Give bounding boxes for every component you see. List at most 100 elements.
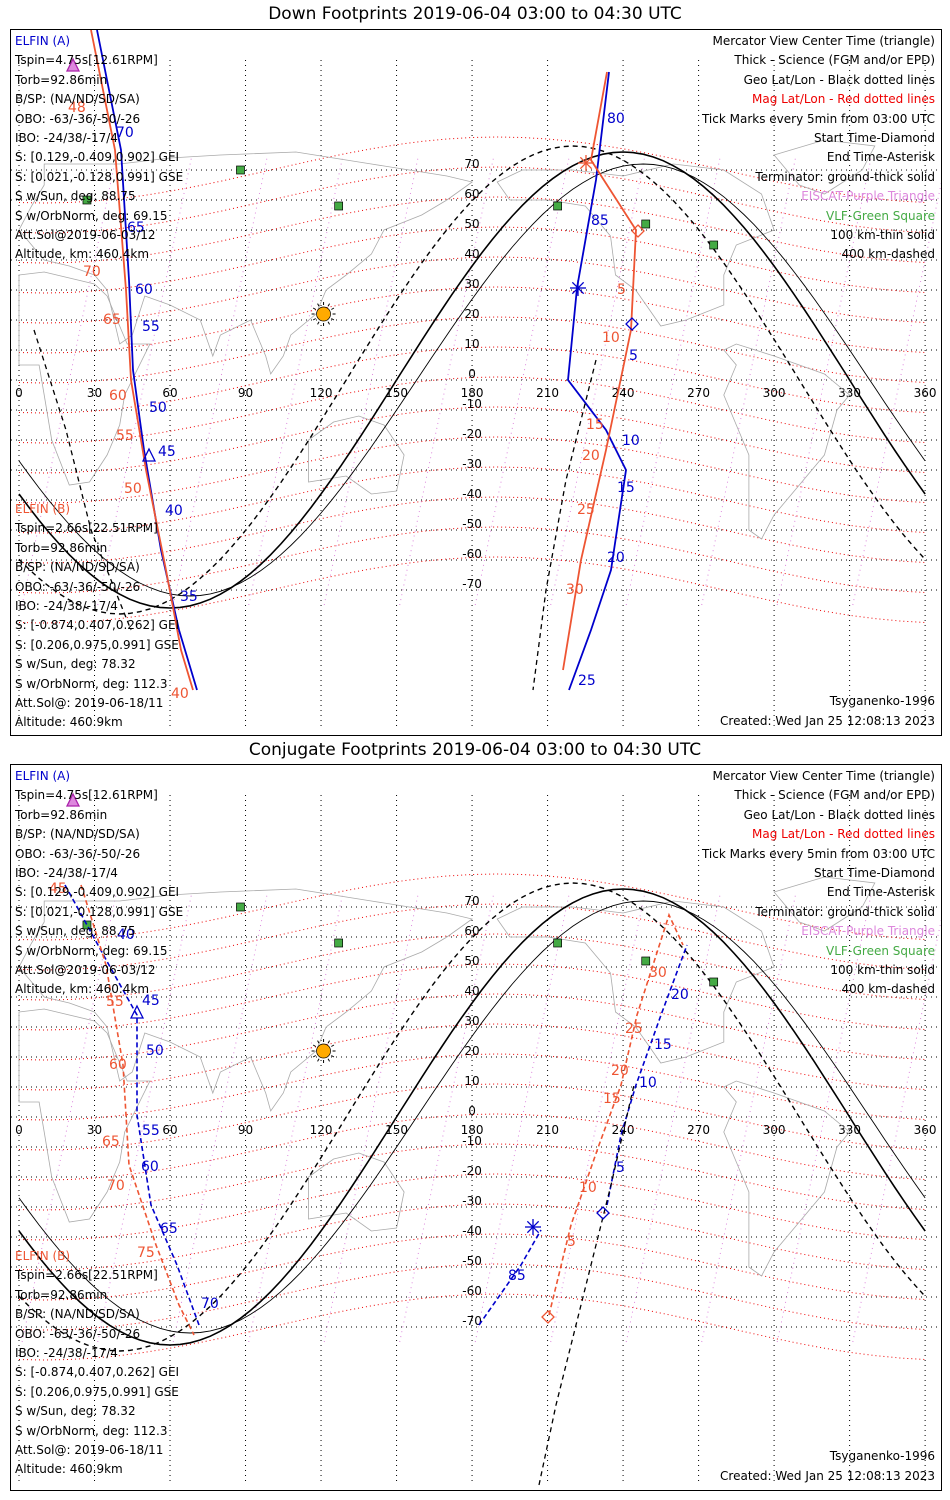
elfin-b-line: S w/OrbNorm, deg: 112.3: [15, 1423, 168, 1438]
subsolar-point-icon: [316, 1043, 331, 1059]
sun-ray: [312, 1055, 317, 1058]
lon-tick-label: 30: [87, 1123, 102, 1137]
lat-tick-label: -70: [462, 1314, 482, 1328]
elfin-a-line: Att.Sol@2019-06-03/12: [15, 963, 156, 978]
mag-meridian: [248, 154, 344, 606]
elfin-a-tick-label: 80: [607, 111, 625, 127]
legend-line: End Time-Asterisk: [826, 150, 935, 165]
conjugate-footprints-map: 0 30 60 90 120 150 180 210 240 270 300 330 360706050…: [11, 792, 941, 1486]
lat-tick-label: -20: [462, 427, 482, 441]
vlf-station-square: [709, 977, 719, 987]
elfin-b-tick-label: 55: [116, 428, 134, 444]
lat-tick-label: 20: [464, 307, 479, 321]
lat-tick-label: 10: [464, 1074, 479, 1088]
mag-meridian: [172, 891, 269, 1343]
legend-line: Start Time-Diamond: [813, 131, 935, 146]
sun-ray: [331, 1055, 335, 1058]
elfin-a-track-2: [478, 1229, 542, 1326]
lat-tick-label: -50: [462, 1254, 482, 1268]
elfin-a-tick-label: 15: [654, 1037, 672, 1053]
legend-lines: Mercator View Center Time (triangle) Thic…: [702, 767, 935, 1000]
elfin-a-line: OBO: -63/-36/-50/-26: [15, 846, 141, 861]
elfin-b-tick-label: 5: [617, 282, 626, 298]
legend-line: Tick Marks every 5min from 03:00 UTC: [701, 846, 935, 861]
lon-tick-label: 360: [914, 1123, 937, 1137]
legend-line: Mag Lat/Lon - Red dotted lines: [751, 827, 935, 842]
legend-line: 100 km-thin solid: [830, 228, 935, 243]
legend-line: Tick Marks every 5min from 03:00 UTC: [701, 111, 935, 126]
legend-line: EISCAT-Purple Triangle: [801, 189, 935, 204]
sun-ray: [312, 307, 317, 310]
lat-tick-label: 30: [464, 1014, 479, 1028]
panel-2-title: Conjugate Footprints 2019-06-04 03:00 to…: [248, 740, 702, 760]
vlf-station-square: [236, 902, 245, 912]
elfin-b-tick-label: 50: [124, 481, 142, 497]
legend-line: VLF-Green Square: [826, 208, 935, 223]
elfin-a-tick-label: 55: [142, 319, 160, 335]
elfin-b-line: S w/OrbNorm, deg: 112.3: [15, 676, 168, 691]
sun-ray: [317, 303, 320, 307]
lat-tick-label: 10: [464, 337, 479, 351]
elfin-b-name: ELFIN (B): [15, 1249, 71, 1263]
legend-line: 400 km-dashed: [841, 247, 935, 262]
continent-outline: [308, 1152, 405, 1232]
sun-ray: [317, 1058, 320, 1062]
panel-1-title: Down Footprints 2019-06-04 03:00 to 04:3…: [268, 4, 682, 24]
terminator-400km: [18, 882, 926, 1352]
down-footprints-map: 0 30 60 90 120 150 180 210 240 270 300 330 360706050…: [11, 30, 941, 730]
lon-tick-label: 90: [238, 386, 253, 400]
lon-tick-label: 270: [687, 386, 710, 400]
lon-tick-label: 60: [162, 1123, 177, 1137]
continent-outline: [773, 876, 876, 932]
lat-tick-label: -40: [462, 1224, 482, 1238]
elfin-a-line: IBO: -24/38/-17/4: [15, 866, 118, 881]
elfin-b-line: S: [-0.874,0.407,0.262] GEI: [15, 1365, 180, 1380]
lon-tick-label: 120: [310, 386, 333, 400]
legend-line: Terminator: ground-thick solid: [755, 904, 935, 919]
elfin-b-lines: Tspin=2.66s[22.51RPM] Torb=92.86min B/SP: …: [15, 519, 179, 732]
lon-tick-label: 30: [87, 386, 102, 400]
sun-ray: [327, 303, 330, 307]
lat-tick-label: 60: [464, 924, 479, 938]
legend-line: Mag Lat/Lon - Red dotted lines: [751, 92, 935, 107]
eiscat-triangle-icon: [65, 792, 81, 807]
created-label: Created: Wed Jan 25 12:08:13 2023: [720, 714, 935, 728]
elfin-a-tick-label: 40: [165, 503, 183, 519]
sun-ray: [331, 1044, 335, 1047]
lon-tick-label: 300: [763, 1123, 786, 1137]
elfin-b-track-2: [548, 912, 684, 1316]
continent-outline: [496, 900, 775, 1064]
elfin-a-tick-label: 5: [616, 1160, 625, 1176]
legend-line: Geo Lat/Lon - Black dotted lines: [743, 72, 935, 87]
elfin-a-tick-label: 40: [117, 927, 135, 943]
elfin-a-line: Tspin=4.75s[12.61RPM]: [15, 53, 158, 68]
elfin-b-tick-label: 15: [603, 1091, 621, 1107]
elfin-a-line: Att.Sol@2019-06-03/12: [15, 228, 156, 243]
elfin-b-tick-label: 30: [566, 582, 584, 598]
lat-tick-label: -30: [462, 1194, 482, 1208]
elfin-a-tick-label: 60: [141, 1159, 159, 1175]
sun-ray: [317, 321, 320, 325]
legend-line: 100 km-thin solid: [830, 963, 935, 978]
lat-tick-label: 0: [468, 367, 476, 381]
elfin-a-line: B/SP: (NA/ND/SD/SA): [15, 827, 140, 842]
lat-tick-label: -20: [462, 1164, 482, 1178]
elfin-b-info: ELFIN (B) Tspin=2.66s[22.51RPM] Torb=92.8…: [15, 500, 179, 733]
elfin-a-line: OBO: -63/-36/-50/-26: [15, 111, 141, 126]
elfin-a-line: S: [0.021,-0.128,0.991] GSE: [15, 169, 184, 184]
elfin-a-line: S: [0.129,-0.409,0.902] GEI: [15, 150, 180, 165]
elfin-a-line: Altitude, km: 460.4km: [15, 982, 150, 997]
elfin-a-line: Torb=92.86min: [15, 807, 108, 822]
elfin-a-tick-label: 85: [508, 1268, 526, 1284]
lat-tick-label: 0: [468, 1104, 476, 1118]
elfin-a-line: S w/OrbNorm, deg: 69.15: [15, 943, 168, 958]
elfin-a-tick-label: 70: [201, 1296, 219, 1312]
lon-tick-label: 180: [461, 386, 484, 400]
lat-tick-label: -60: [462, 1284, 482, 1298]
lat-tick-label: -40: [462, 487, 482, 501]
elfin-a-line: B/SP: (NA/ND/SD/SA): [15, 92, 140, 107]
center-time-triangle-icon: [141, 447, 157, 462]
start-time-diamond-icon: [541, 1310, 555, 1324]
elfin-b-line: IBO: -24/38/-17/4: [15, 599, 118, 614]
elfin-b-line: Torb=92.86min: [15, 1287, 108, 1302]
